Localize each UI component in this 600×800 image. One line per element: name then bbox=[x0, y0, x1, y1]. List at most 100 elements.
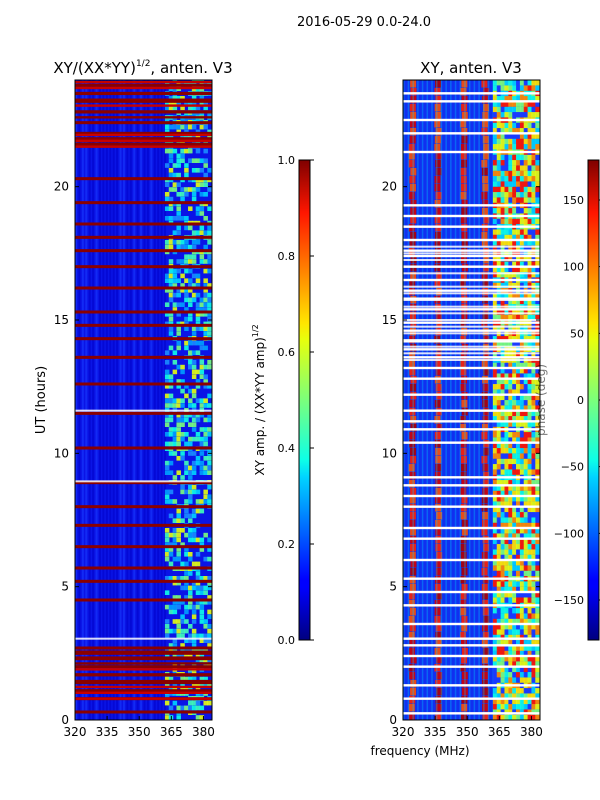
phase-band-cell bbox=[535, 240, 540, 246]
phase-band-cell bbox=[523, 128, 529, 134]
phase-band-cell bbox=[492, 432, 498, 438]
phase-band-cell bbox=[504, 512, 510, 518]
amp-band-cell bbox=[203, 700, 208, 706]
amp-freq-stripe bbox=[122, 80, 125, 720]
phase-band-cell bbox=[516, 186, 521, 193]
phase-band-cell bbox=[519, 709, 525, 715]
phase-band-cell bbox=[531, 592, 537, 598]
amp-band-cell bbox=[184, 432, 189, 437]
phase-band-cell bbox=[512, 165, 517, 171]
amp-band-cell bbox=[168, 604, 174, 610]
amp-band-cell bbox=[180, 388, 185, 394]
phase-band-cell bbox=[531, 368, 537, 374]
amp-band-cell bbox=[199, 451, 205, 456]
amp-band-cell bbox=[195, 105, 201, 111]
amp-band-cell bbox=[172, 518, 178, 523]
amp-band-cell bbox=[203, 244, 208, 250]
phase-band-cell bbox=[527, 533, 533, 539]
phase-band-cell bbox=[508, 368, 513, 374]
amp-band-cell bbox=[191, 105, 197, 111]
amp-band-cell bbox=[164, 441, 170, 447]
phase-band-cell bbox=[519, 293, 525, 299]
phase-stripe-cell bbox=[461, 624, 468, 632]
phase-band-cell bbox=[500, 80, 506, 86]
phase-band-cell bbox=[508, 282, 513, 289]
phase-band-cell bbox=[496, 384, 502, 390]
phase-band-cell bbox=[523, 453, 529, 459]
phase-band-cell bbox=[504, 373, 510, 379]
phase-band-cell bbox=[523, 437, 529, 443]
phase-band-cell bbox=[512, 634, 517, 641]
amp-band-cell bbox=[172, 302, 178, 307]
amp-band-cell bbox=[191, 240, 197, 245]
phase-stripe-cell bbox=[461, 96, 468, 104]
amp-band-cell bbox=[184, 571, 189, 576]
phase-band-cell bbox=[519, 421, 525, 427]
phase-band-cell bbox=[523, 96, 529, 102]
phase-band-cell bbox=[523, 469, 529, 475]
phase-flagged-row bbox=[403, 297, 540, 300]
amp-band-cell bbox=[168, 168, 174, 173]
amp-band-cell bbox=[188, 403, 193, 408]
phase-band-cell bbox=[527, 661, 533, 667]
phase-band-cell bbox=[535, 709, 540, 715]
phase-band-cell bbox=[519, 352, 525, 358]
amp-band-cell bbox=[168, 427, 174, 432]
phase-band-cell bbox=[492, 309, 498, 315]
phase-stripe-cell bbox=[436, 344, 443, 352]
phase-band-cell bbox=[504, 645, 510, 651]
phase-band-cell bbox=[531, 341, 537, 347]
phase-stripe-cell bbox=[460, 384, 467, 392]
amp-band-cell bbox=[164, 528, 170, 533]
amp-band-cell bbox=[168, 259, 174, 264]
phase-band-cell bbox=[516, 517, 521, 523]
phase-band-cell bbox=[531, 448, 537, 454]
amp-band-cell bbox=[195, 489, 201, 495]
amp-band-cell bbox=[199, 470, 205, 475]
phase-stripe-cell bbox=[410, 384, 417, 392]
phase-band-cell bbox=[527, 517, 533, 523]
phase-stripe-cell bbox=[435, 560, 442, 568]
phase-band-cell bbox=[519, 218, 525, 225]
amp-band-cell bbox=[164, 422, 170, 427]
phase-flagged-row bbox=[403, 340, 540, 343]
amp-band-cell bbox=[191, 484, 197, 490]
amp-saturated-row bbox=[75, 99, 212, 103]
phase-band-cell bbox=[519, 586, 525, 593]
phase-band-cell bbox=[504, 544, 510, 550]
phase-band-cell bbox=[523, 565, 529, 571]
phase-stripe-cell bbox=[435, 712, 442, 720]
phase-flagged-row bbox=[403, 356, 540, 359]
phase-band-cell bbox=[527, 240, 533, 246]
phase-band-cell bbox=[523, 698, 529, 705]
phase-band-cell bbox=[535, 112, 540, 118]
amp-band-cell bbox=[168, 158, 174, 163]
amp-band-cell bbox=[164, 604, 170, 610]
phase-band-cell bbox=[496, 437, 502, 443]
amp-freq-stripe bbox=[81, 80, 84, 720]
phase-band-cell bbox=[504, 336, 510, 342]
amp-band-cell bbox=[172, 124, 178, 130]
amp-band-cell bbox=[195, 240, 201, 245]
ph-ytick-label: 10 bbox=[382, 446, 397, 460]
phase-band-cell bbox=[492, 688, 498, 694]
phase-band-cell bbox=[516, 442, 521, 449]
phase-band-cell bbox=[535, 389, 540, 395]
phase-band-cell bbox=[496, 512, 502, 518]
phase-band-cell bbox=[527, 613, 533, 619]
amp-band-cell bbox=[207, 609, 212, 615]
amp-cb-tick-label: 0.2 bbox=[278, 538, 296, 551]
phase-band-cell bbox=[535, 192, 540, 198]
phase-band-cell bbox=[512, 160, 517, 166]
phase-band-cell bbox=[496, 528, 502, 534]
amp-band-cell bbox=[168, 172, 174, 178]
phase-band-cell bbox=[496, 165, 502, 171]
phase-band-cell bbox=[496, 634, 502, 641]
amp-band-cell bbox=[164, 124, 170, 130]
amp-band-cell bbox=[207, 595, 212, 600]
phase-band-cell bbox=[492, 373, 498, 379]
amp-band-cell bbox=[203, 633, 208, 639]
phase-band-cell bbox=[516, 298, 521, 305]
phase-band-cell bbox=[516, 704, 521, 710]
